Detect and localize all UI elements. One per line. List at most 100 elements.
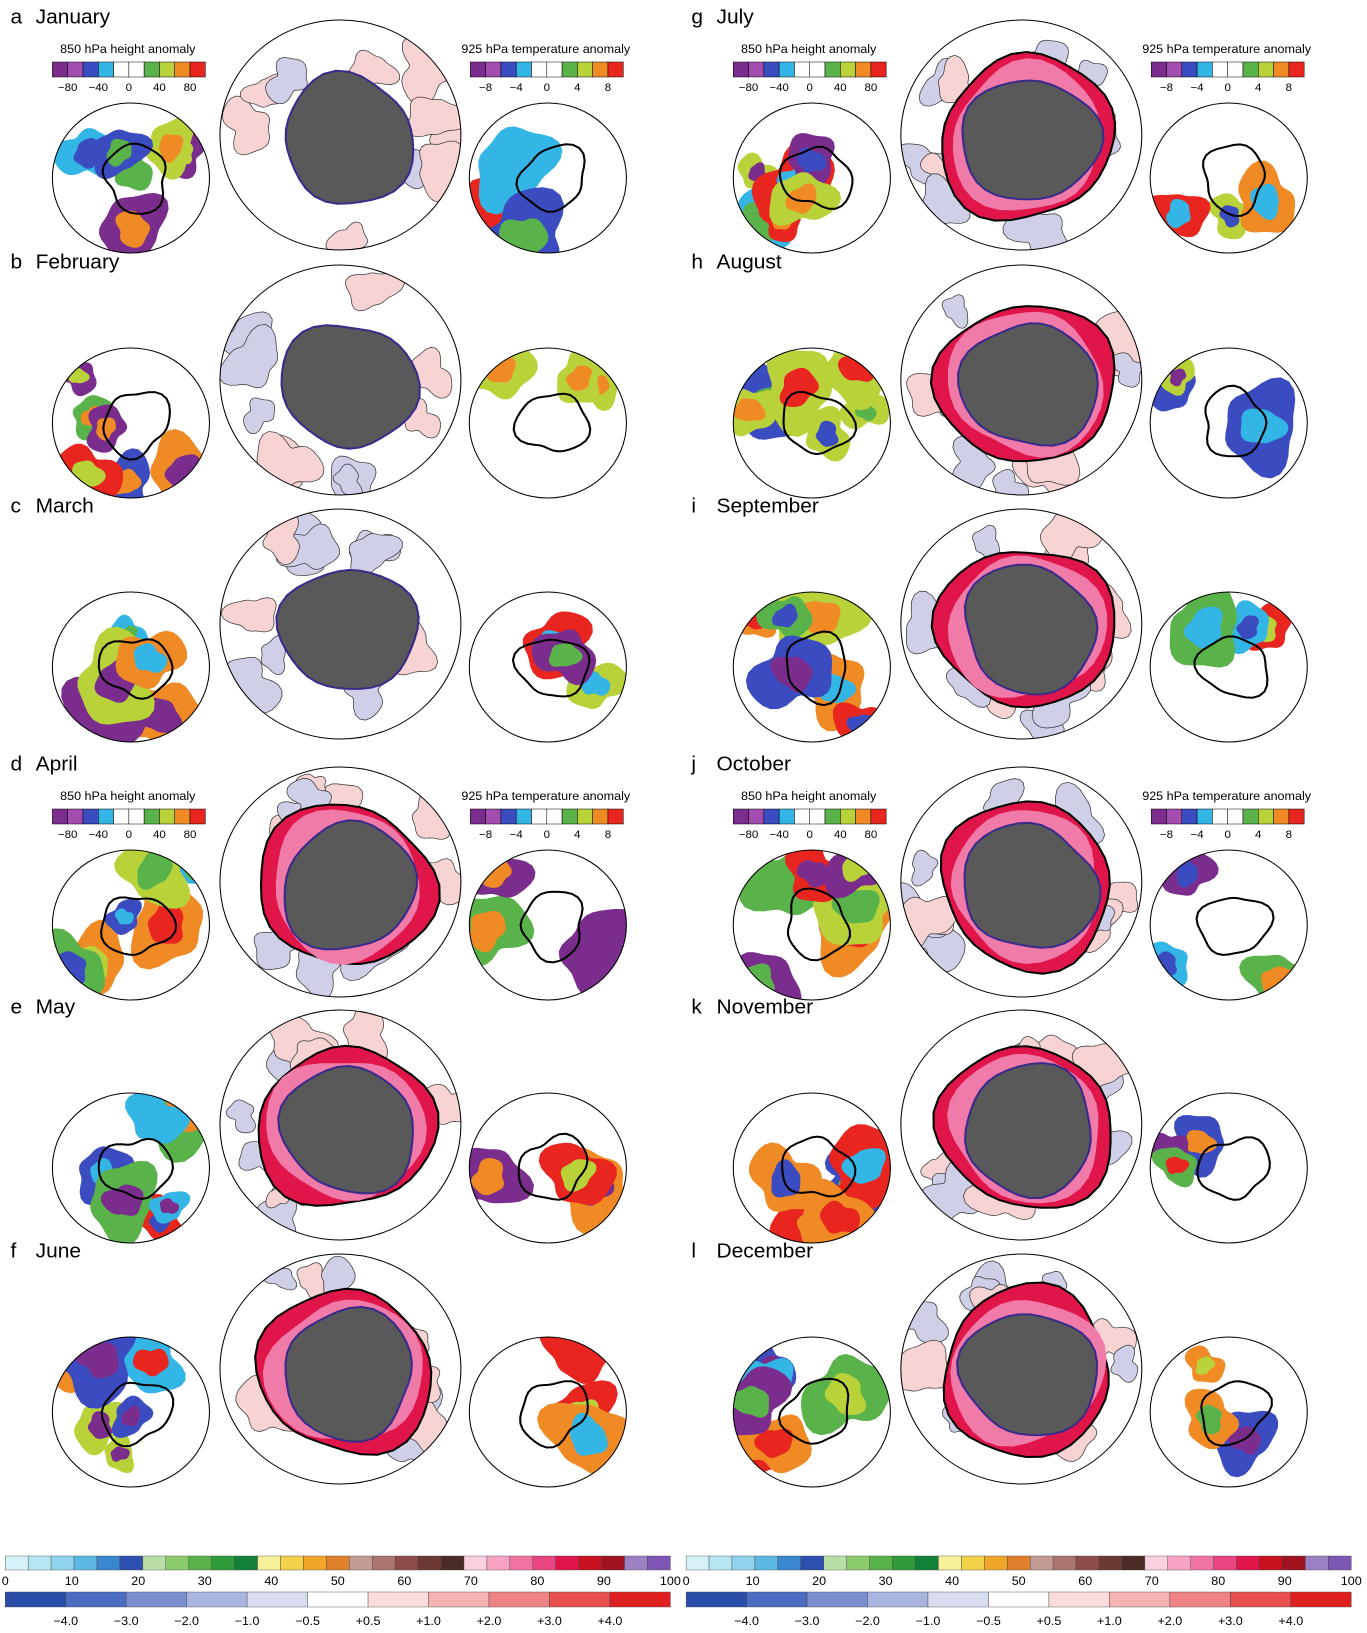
colorbar-tick: −1.0 [235, 1614, 260, 1628]
anomaly-map [709, 103, 890, 264]
legend-tick: −40 [88, 829, 108, 841]
legend-title: 925 hPa temperature anomaly [461, 42, 631, 56]
colorbar-swatch [778, 1556, 801, 1570]
legend-swatch [577, 809, 592, 824]
legend-swatch [68, 809, 83, 824]
panel-month: February [36, 251, 121, 273]
colorbar-swatch [984, 1556, 1007, 1570]
colorbar-tick: −2.0 [174, 1614, 199, 1628]
legend-swatch [52, 809, 67, 824]
legend-tick: 80 [184, 82, 197, 94]
colorbar-tick: 90 [1278, 1574, 1292, 1588]
panel-month: June [36, 1240, 81, 1262]
legend-tick: −40 [769, 829, 789, 841]
legend-swatch [144, 809, 159, 824]
legend-title: 925 hPa temperature anomaly [1142, 42, 1312, 56]
legend-swatch [810, 62, 825, 77]
legend-swatch [129, 809, 144, 824]
colorbar-swatch [824, 1556, 847, 1570]
colorbar-tick: 90 [597, 1574, 611, 1588]
legend-swatch [1197, 809, 1212, 824]
sea-ice-map [886, 767, 1141, 997]
panel-letter: g [691, 6, 703, 28]
colorbar-swatch [97, 1556, 120, 1570]
anomaly-map [52, 103, 210, 272]
colorbar-swatch [235, 1556, 258, 1570]
legend-tick: −4 [510, 82, 523, 94]
legend-swatch [871, 62, 886, 77]
legend-swatch [562, 62, 577, 77]
colorbar-swatch [579, 1556, 602, 1570]
colorbar-tick: 40 [264, 1574, 278, 1588]
colorbar-tick: +2.0 [1157, 1614, 1182, 1628]
colorbar-swatch [120, 1556, 143, 1570]
colorbar-swatch [349, 1556, 372, 1570]
legend-swatch [1167, 62, 1182, 77]
colorbar-tick: 70 [464, 1574, 478, 1588]
legend-swatch [1228, 809, 1243, 824]
panel-letter: d [10, 753, 22, 775]
legend-tick: 0 [807, 82, 813, 94]
legend-swatch [593, 809, 608, 824]
colorbar-tick: −3.0 [795, 1614, 820, 1628]
colorbar-swatch [303, 1556, 326, 1570]
legend-swatch [98, 809, 113, 824]
panel-month: March [36, 495, 94, 517]
legend-swatch [501, 62, 516, 77]
sea-ice-map [895, 20, 1141, 260]
legend-tick: 80 [864, 829, 877, 841]
colorbar-tick: 10 [746, 1574, 760, 1588]
legend-tick: −80 [58, 82, 78, 94]
colorbar-swatch [556, 1556, 579, 1570]
anomaly-map [458, 343, 627, 498]
legend-swatch [1289, 809, 1304, 824]
legend-swatch [470, 809, 485, 824]
colorbar-swatch [928, 1592, 988, 1607]
legend-swatch [547, 62, 562, 77]
legend-swatch [577, 62, 592, 77]
legend-swatch [1243, 62, 1258, 77]
colorbar-swatch [395, 1556, 418, 1570]
legend-swatch [52, 62, 67, 77]
legend-swatch [840, 809, 855, 824]
colorbar-swatch [5, 1592, 65, 1607]
legend-swatch [470, 62, 485, 77]
legend-swatch [1151, 62, 1166, 77]
legend-title: 850 hPa height anomaly [60, 42, 196, 56]
colorbar-swatch [961, 1556, 984, 1570]
colorbar-tick: 0 [2, 1574, 9, 1588]
legend-swatch [68, 62, 83, 77]
legend-swatch [749, 62, 764, 77]
panel-month: May [36, 996, 76, 1018]
panel-letter: a [10, 6, 22, 28]
legend-swatch [144, 62, 159, 77]
panel-month: April [36, 753, 78, 775]
legend-swatch [1182, 62, 1197, 77]
legend-swatch [764, 809, 779, 824]
colorbar-swatch [709, 1556, 732, 1570]
colorbar-swatch [1291, 1592, 1351, 1607]
legend-tick: 4 [1255, 82, 1261, 94]
colorbar-tick: +1.0 [416, 1614, 441, 1628]
colorbar-swatch [1237, 1556, 1260, 1570]
colorbar-tick: 70 [1145, 1574, 1159, 1588]
sea-ice-map [901, 265, 1151, 504]
colorbar-tick: 40 [945, 1574, 959, 1588]
legend-swatch [1197, 62, 1212, 77]
colorbar-swatch [1191, 1556, 1214, 1570]
legend-swatch [1289, 62, 1304, 77]
colorbar-swatch [807, 1592, 867, 1607]
legend-tick: −4 [1191, 829, 1204, 841]
anomaly-map [469, 592, 629, 742]
legend-swatch [83, 62, 98, 77]
legend-swatch [516, 62, 531, 77]
figure: aJanuary850 hPa height anomaly−80−400408… [0, 0, 1367, 1633]
legend-tick: −8 [479, 82, 492, 94]
colorbar-swatch [189, 1556, 212, 1570]
legend-swatch [608, 809, 623, 824]
colorbar-swatch [602, 1556, 625, 1570]
legend-tick: −4 [1191, 82, 1204, 94]
colorbar-swatch [747, 1592, 807, 1607]
legend-tick: 8 [605, 82, 611, 94]
legend-tick: 8 [1286, 82, 1292, 94]
